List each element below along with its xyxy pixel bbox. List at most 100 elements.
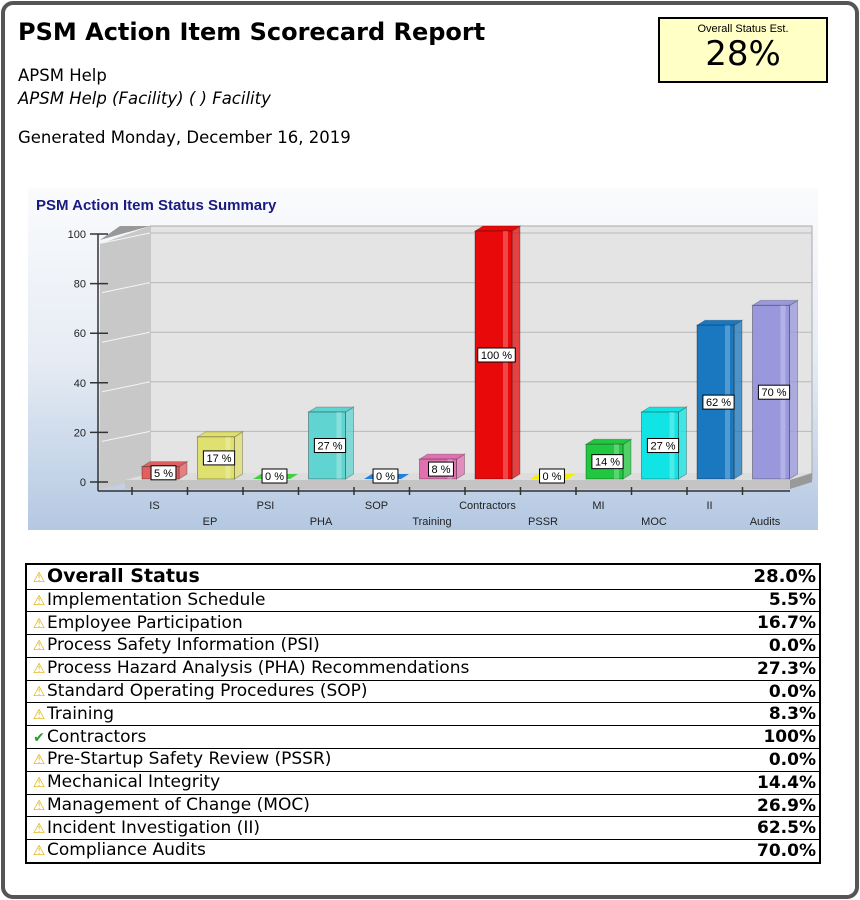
warning-icon: ⚠ (32, 843, 46, 860)
floor-side (790, 473, 812, 489)
row-value: 70.0% (711, 839, 820, 863)
x-tick-label: II (706, 500, 712, 512)
row-label-cell: ⚠ Compliance Audits (26, 839, 712, 863)
row-label-cell: ⚠ Implementation Schedule (26, 588, 712, 612)
bar-side (345, 406, 354, 480)
gridline-side (101, 430, 151, 442)
row-label: Process Hazard Analysis (PHA) Recommenda… (47, 658, 470, 679)
warning-icon: ⚠ (32, 798, 46, 815)
table-row: ⚠ Process Safety Information (PSI) 0.0% (26, 634, 820, 658)
chart-canvas: 0 20 40 60 80 100 5 % IS 17 % EP 0 % PSI 27 % PHA 0 % S… (68, 225, 813, 528)
warning-icon: ⚠ (32, 752, 46, 769)
generated-date: Generated Monday, December 16, 2019 (18, 128, 351, 147)
table-row: ⚠ Mechanical Integrity 14.4% (26, 770, 820, 795)
y-tick-label: 20 (74, 427, 86, 439)
gridline-side (101, 331, 151, 343)
table-row: ⚠ Process Hazard Analysis (PHA) Recommend… (26, 656, 820, 681)
y-tick-label: 0 (80, 477, 86, 489)
data-label: 14 % (595, 457, 620, 469)
status-chart: PSM Action Item Status Summary 0 20 40 60 80… (28, 188, 818, 530)
data-label-box (150, 465, 177, 481)
table-row: ⚠ Employee Participation 16.7% (26, 611, 820, 635)
row-label: Employee Participation (47, 612, 243, 633)
data-label: 0 % (543, 471, 562, 483)
table-row: ⚠ Incident Investigation (II) 62.5% (26, 816, 820, 840)
overall-label-cell: ⚠Overall Status (26, 564, 712, 589)
overall-status-label: Overall Status Est. (697, 23, 789, 35)
row-label-cell: ⚠ Incident Investigation (II) (26, 816, 712, 840)
row-label-cell: ⚠ Process Safety Information (PSI) (26, 634, 712, 658)
data-label-box (313, 438, 347, 454)
x-tick-label: PSI (257, 500, 275, 512)
data-label-box (372, 468, 399, 484)
row-label: Incident Investigation (II) (47, 817, 260, 838)
warning-icon: ⚠ (32, 615, 46, 632)
row-label-cell: ✔ Contractors (26, 725, 712, 749)
row-label: Contractors (47, 726, 147, 747)
data-label-box (757, 384, 791, 400)
x-tick-label: IS (149, 500, 159, 512)
floor-front (125, 480, 790, 489)
row-label: Implementation Schedule (47, 589, 266, 610)
bar-top (584, 438, 633, 445)
warning-icon: ⚠ (32, 661, 46, 678)
bar-top (306, 406, 356, 413)
warning-icon: ⚠ (32, 775, 46, 792)
row-label: Mechanical Integrity (47, 772, 221, 793)
row-label-cell: ⚠ Training (26, 702, 712, 726)
table-row: ✔ Contractors 100% (26, 725, 820, 749)
x-tick-label: MI (592, 500, 604, 512)
row-value: 27.3% (711, 656, 820, 681)
x-tick-label: SOP (365, 500, 388, 512)
data-label: 27 % (650, 441, 675, 453)
overall-status-box: Overall Status Est. 28% (658, 17, 828, 83)
overall-value: 28.0% (753, 565, 816, 587)
table-row: ⚠ Standard Operating Procedures (SOP) 0.0% (26, 679, 820, 703)
data-label-box (261, 468, 288, 484)
data-label-box (428, 461, 454, 477)
table-row: ⚠ Pre-Startup Safety Review (PSSR) 0.0% (26, 748, 820, 772)
bar-top (639, 406, 689, 413)
x-tick-label: PHA (310, 516, 333, 528)
data-label-box (702, 394, 735, 410)
data-label: 27 % (317, 441, 342, 453)
row-label-cell: ⚠ Standard Operating Procedures (SOP) (26, 679, 712, 703)
data-label: 70 % (761, 387, 786, 399)
data-label: 17 % (206, 453, 231, 465)
table-row: ⚠ Training 8.3% (26, 702, 820, 726)
row-value: 0.0% (711, 679, 820, 703)
data-label-box (591, 454, 624, 470)
gridline-side (101, 381, 151, 393)
x-tick-label: PSSR (528, 516, 558, 528)
y-tick-label: 100 (68, 229, 86, 241)
y-tick-label: 40 (74, 378, 86, 390)
bar-top (750, 299, 800, 306)
row-label-cell: ⚠ Employee Participation (26, 611, 712, 635)
x-tick-label: Audits (750, 516, 781, 528)
bar-side (678, 406, 687, 480)
data-label-box (202, 450, 236, 466)
bar-side (234, 430, 243, 480)
warning-icon: ⚠ (32, 638, 46, 655)
x-tick-label: Training (412, 516, 451, 528)
overall-row: ⚠Overall Status 28.0% (26, 564, 820, 589)
check-icon: ✔ (33, 729, 45, 746)
row-value: 62.5% (711, 816, 820, 840)
row-label: Management of Change (MOC) (47, 795, 310, 816)
row-value: 26.9% (711, 793, 820, 817)
table-row: ⚠ Implementation Schedule 5.5% (26, 588, 820, 612)
bar-top (695, 319, 744, 326)
row-value: 100% (711, 725, 820, 749)
x-tick-label: MOC (641, 516, 667, 528)
data-label-box (477, 347, 516, 363)
data-label: 0 % (265, 471, 284, 483)
overall-status-value: 28% (705, 34, 781, 74)
row-label-cell: ⚠ Pre-Startup Safety Review (PSSR) (26, 748, 712, 772)
data-label-box (646, 438, 680, 454)
table-row: ⚠ Compliance Audits 70.0% (26, 839, 820, 863)
row-label: Pre-Startup Safety Review (PSSR) (47, 749, 332, 770)
x-tick-label: EP (203, 516, 218, 528)
data-label: 100 % (481, 350, 512, 362)
warning-icon: ⚠ (32, 684, 46, 701)
page-title: PSM Action Item Scorecard Report (18, 18, 486, 46)
